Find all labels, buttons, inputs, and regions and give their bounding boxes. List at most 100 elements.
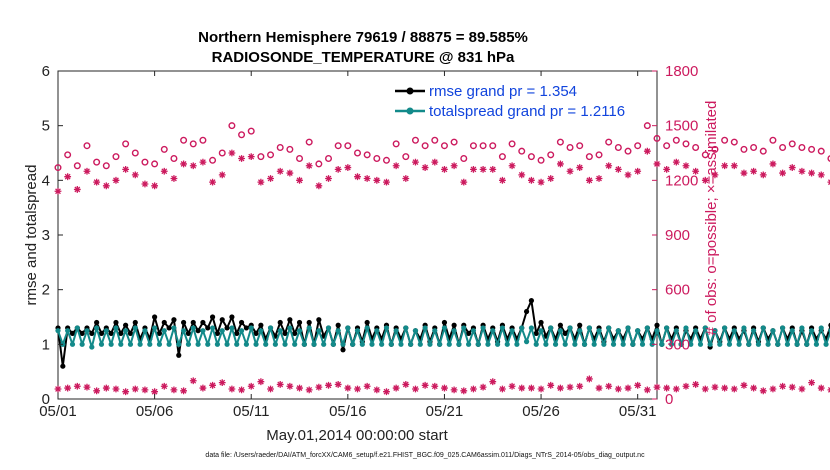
totalspread-point bbox=[678, 341, 684, 347]
totalspread-point bbox=[552, 341, 559, 347]
totalspread-point bbox=[258, 328, 264, 334]
rmse-point bbox=[209, 314, 216, 320]
totalspread-point bbox=[693, 328, 699, 334]
totalspread-point bbox=[190, 325, 196, 331]
y-tick-label-right: 1800 bbox=[665, 63, 698, 80]
totalspread-point bbox=[84, 328, 90, 334]
totalspread-point bbox=[688, 341, 694, 347]
y-tick-label: 1 bbox=[42, 336, 50, 353]
totalspread-point bbox=[808, 328, 815, 334]
totalspread-point bbox=[263, 341, 269, 347]
obs-rejected-point bbox=[537, 385, 545, 393]
obs-possible-point bbox=[672, 136, 680, 144]
totalspread-point bbox=[330, 341, 336, 347]
rmse-point bbox=[229, 314, 235, 320]
obs-possible-point bbox=[305, 138, 313, 146]
totalspread-point bbox=[292, 341, 298, 347]
totalspread-point bbox=[456, 341, 462, 347]
obs-assimilated-point bbox=[431, 158, 439, 166]
totalspread-point bbox=[813, 341, 820, 347]
obs-assimilated-point bbox=[238, 155, 245, 162]
obs-assimilated-point bbox=[672, 158, 680, 166]
rmse-point bbox=[316, 317, 322, 323]
totalspread-point bbox=[98, 341, 105, 347]
obs-assimilated-point bbox=[170, 175, 178, 182]
totalspread-point bbox=[311, 341, 317, 347]
totalspread-point bbox=[548, 325, 554, 331]
obs-rejected-point bbox=[218, 379, 226, 386]
obs-rejected-point bbox=[663, 384, 671, 392]
totalspread-point bbox=[171, 325, 177, 331]
obs-assimilated-point bbox=[779, 169, 786, 177]
totalspread-point bbox=[272, 341, 278, 347]
totalspread-point bbox=[523, 339, 530, 345]
rmse-point bbox=[282, 330, 288, 336]
obs-possible-point bbox=[759, 147, 767, 155]
rmse-point bbox=[166, 325, 172, 331]
totalspread-point bbox=[499, 325, 506, 331]
obs-possible-point bbox=[54, 164, 62, 172]
totalspread-point bbox=[166, 341, 172, 347]
x-tick-label: 05/01 bbox=[39, 403, 77, 420]
obs-rejected-point bbox=[499, 385, 506, 393]
totalspread-point bbox=[437, 341, 443, 347]
obs-rejected-point bbox=[759, 387, 767, 395]
rmse-point bbox=[161, 319, 167, 326]
totalspread-point bbox=[770, 328, 776, 334]
obs-possible-point bbox=[518, 147, 526, 155]
obs-rejected-point bbox=[730, 385, 738, 393]
y-tick-label-right: 600 bbox=[665, 282, 690, 299]
rmse-point bbox=[238, 319, 245, 326]
obs-assimilated-point bbox=[392, 162, 400, 170]
obs-possible-point bbox=[643, 122, 651, 130]
totalspread-point bbox=[79, 341, 85, 347]
rmse-point bbox=[195, 328, 201, 334]
totalspread-point bbox=[383, 325, 390, 331]
obs-assimilated-point bbox=[566, 167, 574, 175]
totalspread-point bbox=[152, 325, 158, 331]
obs-possible-point bbox=[83, 142, 91, 150]
chart-title: Northern Hemisphere 79619 / 88875 = 89.5… bbox=[198, 29, 528, 46]
obs-rejected-point bbox=[769, 385, 777, 393]
obs-possible-point bbox=[798, 144, 806, 152]
rmse-point bbox=[243, 325, 249, 331]
rmse-point bbox=[523, 308, 530, 315]
totalspread-point bbox=[610, 341, 617, 347]
obs-possible-point bbox=[663, 142, 671, 150]
rmse-point bbox=[533, 330, 539, 336]
obs-possible-point bbox=[209, 156, 217, 164]
y-tick-label-right: 1500 bbox=[665, 118, 698, 135]
obs-possible-point bbox=[344, 142, 352, 150]
totalspread-point bbox=[625, 325, 631, 331]
obs-rejected-point bbox=[412, 385, 419, 393]
obs-rejected-point bbox=[701, 385, 709, 393]
totalspread-point bbox=[804, 341, 810, 347]
totalspread-point bbox=[123, 328, 129, 334]
rmse-point bbox=[287, 317, 293, 323]
rmse-point bbox=[441, 319, 448, 326]
totalspread-point bbox=[451, 328, 457, 334]
totalspread-point bbox=[606, 325, 612, 331]
x-tick-label: 05/06 bbox=[136, 403, 174, 420]
totalspread-point bbox=[69, 341, 76, 347]
obs-possible-point bbox=[93, 158, 101, 166]
obs-rejected-point bbox=[624, 384, 632, 392]
totalspread-point bbox=[490, 328, 496, 334]
obs-rejected-point bbox=[180, 387, 187, 395]
obs-possible-point bbox=[740, 145, 748, 153]
rmse-point bbox=[205, 325, 211, 331]
totalspread-point bbox=[533, 341, 539, 347]
totalspread-point bbox=[581, 341, 588, 347]
obs-possible-point bbox=[141, 158, 149, 166]
totalspread-point bbox=[180, 328, 187, 334]
totalspread-point bbox=[248, 325, 254, 331]
obs-assimilated-point bbox=[605, 162, 613, 170]
totalspread-point bbox=[287, 325, 293, 331]
totalspread-point bbox=[55, 328, 61, 334]
rmse-point bbox=[253, 330, 259, 336]
obs-rejected-point bbox=[421, 381, 429, 389]
totalspread-point bbox=[446, 341, 452, 347]
totalspread-point bbox=[369, 341, 375, 347]
obs-assimilated-point bbox=[102, 182, 110, 190]
obs-possible-point bbox=[102, 162, 110, 170]
